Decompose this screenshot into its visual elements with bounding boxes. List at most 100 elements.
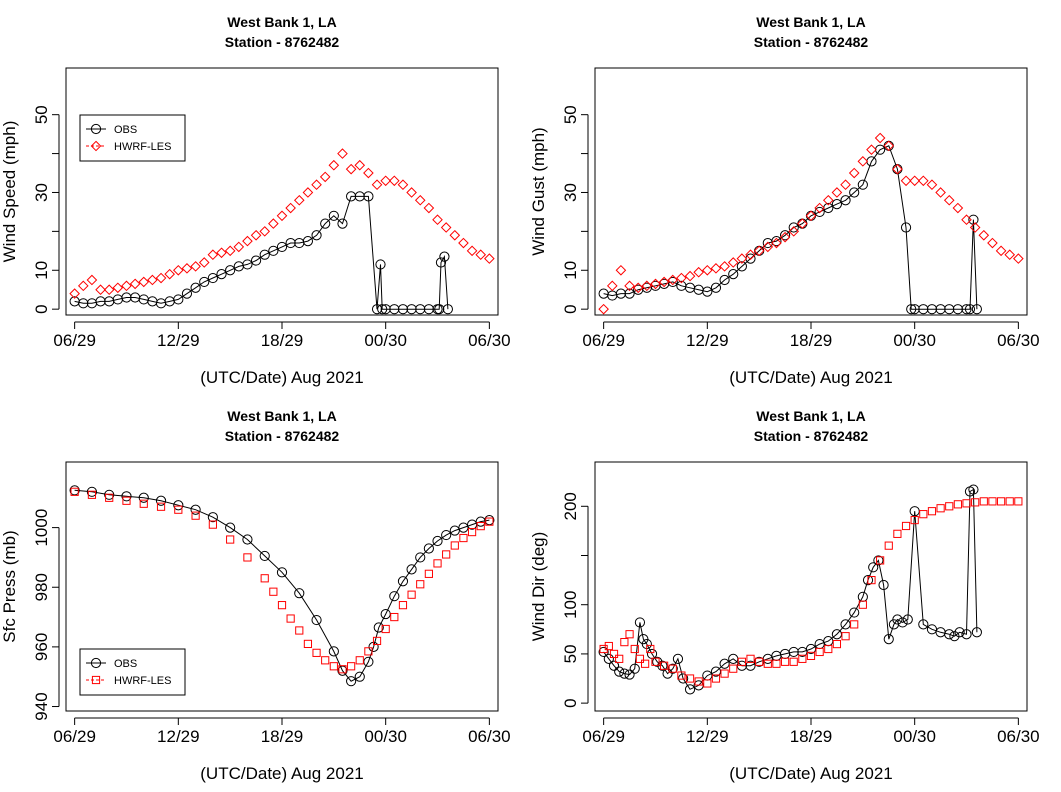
y-tick-label: 940	[32, 692, 51, 720]
legend-label-obs: OBS	[114, 124, 137, 136]
data-point-obs	[952, 304, 963, 315]
data-point-obs	[624, 669, 635, 680]
data-point-hwrf-les	[139, 499, 148, 508]
data-point-hwrf-les	[459, 533, 468, 543]
data-point-hwrf-les	[876, 556, 885, 565]
data-point-hwrf-les	[450, 541, 459, 550]
data-point-hwrf-les	[848, 167, 860, 179]
data-point-hwrf-les	[814, 202, 825, 214]
data-point-hwrf-les	[684, 270, 696, 282]
data-point-hwrf-les	[632, 282, 644, 294]
data-point-hwrf-les	[86, 274, 98, 286]
data-point-hwrf-les	[892, 163, 903, 175]
data-point-hwrf-les	[806, 651, 816, 660]
data-point-hwrf-les	[260, 574, 269, 583]
x-tick-label: 12/29	[686, 331, 729, 350]
data-point-obs	[242, 259, 253, 270]
plot-frame	[65, 67, 499, 316]
data-point-obs	[354, 671, 365, 682]
legend-label-obs: OBS	[114, 658, 137, 670]
data-point-hwrf-les	[858, 600, 867, 609]
data-point-hwrf-les	[926, 179, 938, 191]
data-point-hwrf-les	[485, 517, 494, 526]
data-point-obs	[926, 304, 938, 315]
data-point-hwrf-les	[909, 175, 920, 187]
data-point-hwrf-les	[181, 263, 193, 274]
chart-title-line-2: Station - 8762482	[754, 428, 869, 444]
data-point-obs	[615, 288, 627, 299]
data-point-hwrf-les	[606, 280, 618, 292]
data-point-hwrf-les	[919, 510, 928, 519]
legend-label-hwrf-les: HWRF-LES	[114, 675, 171, 687]
data-point-hwrf-les	[693, 266, 704, 278]
y-tick-label: 30	[561, 183, 580, 202]
data-point-hwrf-les	[321, 656, 330, 665]
data-point-hwrf-les	[753, 245, 765, 257]
data-point-obs	[337, 218, 348, 229]
legend-marker-obs	[90, 123, 102, 135]
data-point-hwrf-les	[147, 274, 158, 286]
data-point-obs	[849, 607, 860, 618]
data-point-hwrf-les	[277, 601, 287, 610]
data-point-hwrf-les	[901, 521, 911, 531]
series-line-obs	[74, 195, 449, 310]
data-point-obs	[190, 504, 201, 515]
data-point-hwrf-les	[112, 282, 124, 294]
series-hwrf-les	[599, 497, 1023, 688]
x-tick-label: 00/30	[893, 727, 936, 746]
series-obs	[69, 191, 453, 315]
data-point-hwrf-les	[303, 639, 313, 649]
data-point-obs	[276, 567, 288, 578]
data-point-hwrf-les	[867, 576, 876, 585]
legend: OBS HWRF-LES	[79, 114, 186, 162]
data-point-obs	[918, 619, 929, 630]
data-point-hwrf-les	[625, 630, 634, 639]
data-point-hwrf-les	[822, 194, 834, 206]
data-point-obs	[902, 614, 913, 625]
data-point-obs	[276, 241, 288, 253]
series-hwrf-les	[598, 132, 1024, 315]
data-point-hwrf-les	[233, 241, 245, 253]
data-point-hwrf-les	[345, 163, 357, 175]
data-point-hwrf-les	[850, 620, 859, 629]
data-point-hwrf-les	[630, 644, 639, 654]
data-point-obs	[624, 288, 635, 299]
data-point-hwrf-les	[962, 499, 971, 508]
data-point-obs	[944, 304, 955, 315]
y-tick-label: 100	[561, 591, 580, 619]
data-point-hwrf-les	[414, 194, 426, 206]
data-point-hwrf-les	[407, 590, 416, 599]
data-point-obs	[906, 304, 917, 315]
data-point-hwrf-les	[779, 231, 791, 243]
data-point-obs	[961, 304, 972, 315]
data-point-hwrf-les	[164, 268, 175, 280]
data-point-hwrf-les	[381, 624, 390, 634]
data-point-obs	[389, 304, 400, 315]
data-point-hwrf-les	[711, 674, 721, 683]
data-point-hwrf-les	[329, 662, 338, 671]
data-point-obs	[909, 304, 920, 315]
data-point-hwrf-les	[243, 553, 252, 562]
data-point-hwrf-les	[95, 284, 106, 296]
data-point-hwrf-les	[191, 511, 200, 520]
data-point-hwrf-les	[763, 659, 772, 668]
y-tick-label: 10	[32, 261, 51, 280]
data-point-obs	[95, 296, 106, 307]
legend-marker-hwrf-les	[90, 140, 102, 152]
data-point-hwrf-les	[173, 264, 184, 276]
data-point-hwrf-les	[416, 580, 425, 589]
data-point-hwrf-les	[432, 214, 443, 226]
data-point-hwrf-les	[788, 226, 800, 237]
data-point-hwrf-les	[866, 144, 877, 155]
x-tick-label: 12/29	[157, 331, 200, 350]
data-point-hwrf-les	[884, 541, 893, 550]
data-point-obs	[86, 486, 98, 497]
data-point-hwrf-les	[155, 272, 167, 284]
data-point-hwrf-les	[772, 659, 781, 668]
data-point-hwrf-les	[121, 280, 132, 292]
data-point-obs	[634, 617, 646, 628]
data-point-hwrf-les	[337, 148, 348, 159]
data-point-obs	[415, 304, 426, 315]
data-point-obs	[878, 579, 889, 591]
data-point-hwrf-les	[224, 245, 236, 257]
